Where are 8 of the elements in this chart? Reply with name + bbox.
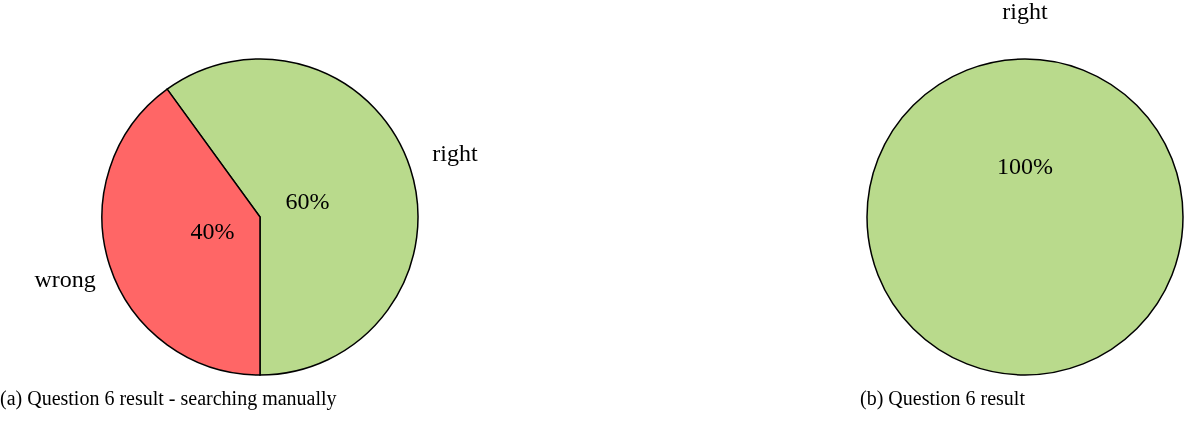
slice-label: right (1002, 0, 1048, 24)
data-label: 60% (285, 187, 330, 214)
data-label: 40% (190, 218, 235, 245)
data-label: 100% (997, 153, 1053, 179)
slice-label: wrong (34, 266, 96, 293)
slice-label: right (432, 139, 478, 166)
text: (b) Question 6 result (860, 387, 1026, 410)
text: (a) Question 6 result - searching manually (0, 387, 337, 410)
